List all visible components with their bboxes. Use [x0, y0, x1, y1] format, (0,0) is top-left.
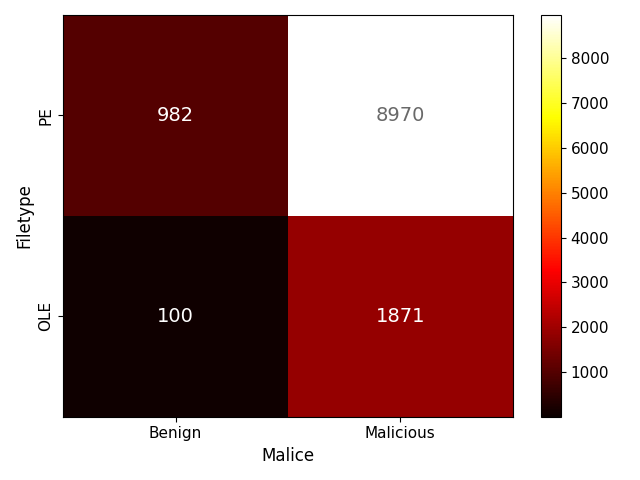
Y-axis label: Filetype: Filetype: [15, 183, 33, 248]
X-axis label: Malice: Malice: [261, 447, 314, 465]
Text: 100: 100: [157, 307, 194, 326]
Text: 1871: 1871: [376, 307, 425, 326]
Text: 8970: 8970: [376, 106, 425, 125]
Text: 982: 982: [157, 106, 194, 125]
